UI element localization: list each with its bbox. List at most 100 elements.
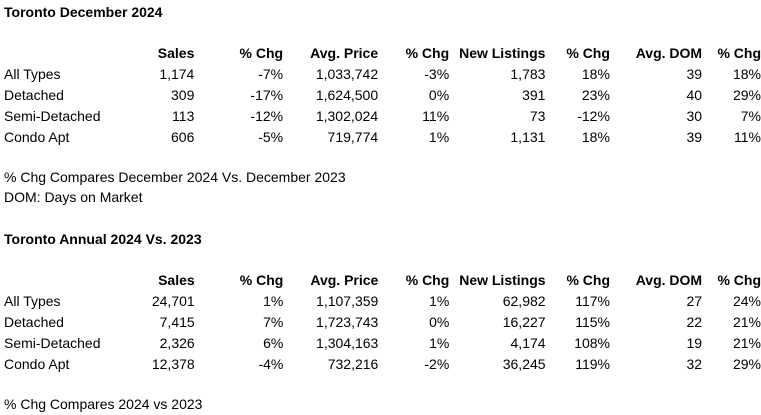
table-cell: 7% [263,313,284,330]
table-cell: 29% [732,355,761,372]
table-cell: 6% [263,334,284,351]
table-cell: 1,304,163 [316,334,379,351]
row-label: Semi-Detached [4,334,101,351]
table-cell: 11% [422,107,450,124]
column-header: New Listings [459,44,546,61]
column-header: Sales [158,271,195,288]
column-header: % Chg [239,271,284,288]
table-row: Detached 7,415 7% 1,723,743 0% 16,227 115% 22 21… [0,311,761,332]
row-label: All Types [4,65,61,82]
table-cell: -3% [424,65,450,82]
table-cell: 29% [732,86,761,103]
table-cell: 22 [686,313,703,330]
table-cell: 1% [429,334,450,351]
table-cell: 1,302,024 [315,107,379,124]
december-note-dom: DOM: Days on Market [4,189,143,205]
table-cell: 1% [263,292,284,309]
table-cell: -4% [258,355,284,372]
table-cell: 40 [686,86,703,103]
column-header: Avg. DOM [635,271,703,288]
table-cell: 19 [686,334,703,351]
table-cell: 117% [575,292,610,309]
column-header: Avg. DOM [635,44,703,61]
column-header: % Chg [717,44,761,61]
table-cell: 24% [732,292,761,309]
row-label: Detached [4,86,64,103]
column-header: % Chg [239,44,284,61]
column-header [0,269,101,290]
table-cell: -2% [424,355,450,372]
table-cell: 1,783 [510,65,546,82]
table-cell: 606 [171,128,195,145]
table-cell: 1,131 [510,128,546,145]
table-cell: -7% [258,65,284,82]
table-cell: 113 [172,107,195,124]
table-row: Detached 309 -17% 1,624,500 0% 391 23% 40 29% [0,84,761,105]
table-cell: 1% [428,128,450,145]
table-cell: 39 [686,65,703,82]
table-cell: 1,723,743 [316,313,379,330]
table-cell: 16,227 [502,313,546,330]
table-cell: 32 [686,355,703,372]
section-title-december: Toronto December 2024 [4,4,163,20]
table-cell: 1,107,359 [316,292,379,309]
table-cell: 7% [740,107,761,124]
table-row: All Types 1,174 -7% 1,033,742 -3% 1,783 18% 39 1… [0,63,761,84]
table-cell: 21% [732,334,761,351]
table-cell: 30 [686,107,703,124]
header-row: Sales % Chg Avg. Price % Chg New Listings % C… [0,42,761,63]
table-cell: 27 [686,292,703,309]
table-row: All Types 24,701 1% 1,107,359 1% 62,982 117% 27… [0,290,761,311]
column-header: Avg. Price [310,271,379,288]
table-row: Semi-Detached 2,326 6% 1,304,163 1% 4,174 108%… [0,332,761,353]
table-cell: 11% [734,128,761,145]
table-cell: 719,774 [327,128,379,145]
header-row: Sales % Chg Avg. Price % Chg New Listings % C… [0,269,761,290]
column-header: % Chg [566,271,610,288]
table-cell: 0% [429,313,450,330]
table-row: Semi-Detached 113 -12% 1,302,024 11% 73 -12% 30… [0,105,761,126]
table-row: Condo Apt 606 -5% 719,774 1% 1,131 18% 39 11% [0,126,761,147]
column-header: % Chg [566,44,610,61]
column-header: Sales [157,44,195,61]
table-cell: 108% [574,334,610,351]
column-header: New Listings [459,271,546,288]
december-note-comparison: % Chg Compares December 2024 Vs. Decembe… [4,169,346,185]
table-cell: 1,033,742 [315,65,379,82]
row-label: Semi-Detached [4,107,101,124]
december-stats-table: Sales % Chg Avg. Price % Chg New Listings % C… [0,42,761,147]
table-cell: 119% [575,355,610,372]
table-cell: 115% [575,313,610,330]
table-cell: 4,174 [510,334,546,351]
table-cell: 12,378 [151,355,195,372]
table-cell: 0% [428,86,450,103]
column-header: % Chg [405,271,450,288]
row-label: All Types [4,292,61,309]
table-cell: -5% [258,128,284,145]
table-cell: 62,982 [502,292,546,309]
table-cell: 23% [581,86,610,103]
annual-stats-table: Sales % Chg Avg. Price % Chg New Listings % C… [0,269,761,374]
table-cell: 732,216 [327,355,379,372]
table-cell: 1,624,500 [315,86,379,103]
table-cell: 73 [529,107,546,124]
table-cell: 1% [429,292,450,309]
column-header: % Chg [717,271,761,288]
annual-note-comparison: % Chg Compares 2024 vs 2023 [4,396,203,412]
column-header: % Chg [405,44,450,61]
row-label: Condo Apt [4,128,70,145]
column-header: Avg. Price [310,44,379,61]
row-label: Condo Apt [4,355,70,372]
table-cell: -12% [250,107,284,124]
table-cell: 309 [171,86,195,103]
table-cell: 7,415 [159,313,195,330]
table-cell: 18% [581,128,610,145]
table-cell: -12% [577,107,610,124]
table-cell: 21% [732,313,761,330]
table-cell: 36,245 [502,355,546,372]
table-cell: 39 [686,128,703,145]
column-header [0,42,101,63]
section-title-annual: Toronto Annual 2024 Vs. 2023 [4,231,202,247]
table-cell: 2,326 [159,334,195,351]
table-cell: 1,174 [159,65,195,82]
